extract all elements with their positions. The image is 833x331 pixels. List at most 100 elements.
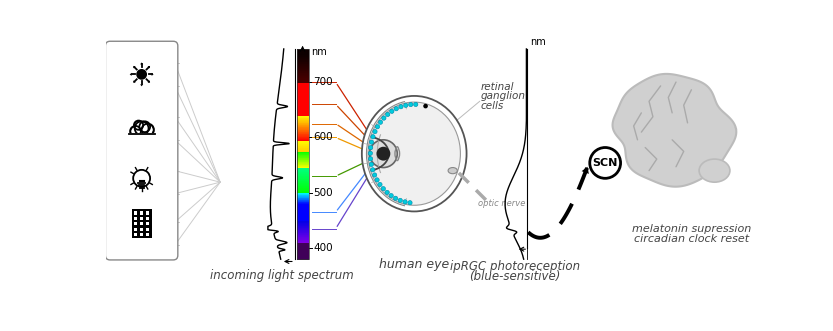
- Bar: [297, 173, 309, 174]
- Bar: [297, 242, 309, 243]
- Bar: [297, 116, 309, 117]
- Bar: [297, 80, 309, 81]
- Bar: [297, 194, 309, 195]
- Bar: [297, 120, 309, 121]
- Bar: [297, 144, 309, 145]
- Bar: [297, 184, 309, 185]
- FancyBboxPatch shape: [106, 41, 177, 260]
- Bar: [297, 151, 309, 152]
- Bar: [297, 99, 309, 100]
- Circle shape: [371, 168, 375, 172]
- Polygon shape: [128, 133, 155, 140]
- Bar: [297, 200, 309, 201]
- Polygon shape: [152, 73, 153, 76]
- Bar: [297, 249, 309, 250]
- Bar: [297, 97, 309, 98]
- Bar: [297, 55, 309, 56]
- Text: cells: cells: [481, 101, 504, 111]
- Polygon shape: [140, 84, 143, 86]
- Text: incoming light spectrum: incoming light spectrum: [210, 269, 354, 282]
- Bar: [297, 96, 309, 97]
- Bar: [297, 176, 309, 177]
- Bar: [297, 185, 309, 186]
- Bar: [297, 89, 309, 90]
- Bar: [297, 180, 309, 181]
- Bar: [297, 236, 309, 237]
- Bar: [297, 97, 309, 98]
- Bar: [297, 132, 309, 133]
- Bar: [297, 257, 309, 258]
- Bar: [297, 169, 309, 170]
- Bar: [140, 217, 143, 220]
- Polygon shape: [581, 167, 589, 174]
- Bar: [297, 221, 309, 222]
- Bar: [297, 120, 309, 121]
- Bar: [297, 86, 309, 87]
- Bar: [297, 67, 309, 68]
- Bar: [297, 195, 309, 196]
- Circle shape: [423, 104, 428, 108]
- Bar: [297, 66, 309, 67]
- Bar: [297, 98, 309, 99]
- Bar: [297, 83, 309, 84]
- Bar: [297, 134, 309, 135]
- Bar: [297, 246, 309, 247]
- Text: ipRGC photoreception: ipRGC photoreception: [450, 260, 580, 273]
- Bar: [297, 221, 309, 222]
- Bar: [297, 156, 309, 157]
- Bar: [297, 213, 309, 214]
- Bar: [297, 189, 309, 190]
- Bar: [297, 219, 309, 220]
- Bar: [297, 250, 309, 251]
- Circle shape: [376, 124, 380, 129]
- Bar: [297, 167, 309, 168]
- Bar: [297, 72, 309, 73]
- Bar: [297, 95, 309, 96]
- Bar: [297, 227, 309, 228]
- Bar: [297, 210, 309, 211]
- Bar: [297, 166, 309, 167]
- Bar: [297, 243, 309, 244]
- Bar: [297, 234, 309, 235]
- Bar: [297, 90, 309, 91]
- Bar: [297, 139, 309, 140]
- Circle shape: [382, 116, 386, 120]
- Circle shape: [394, 107, 398, 111]
- Bar: [140, 228, 143, 231]
- Bar: [297, 164, 309, 165]
- Bar: [297, 65, 309, 66]
- Bar: [297, 82, 309, 83]
- Bar: [297, 228, 309, 229]
- Bar: [297, 146, 309, 147]
- Bar: [297, 255, 309, 256]
- Bar: [297, 148, 309, 149]
- Text: 500: 500: [313, 188, 333, 198]
- Bar: [297, 94, 309, 95]
- Bar: [297, 244, 309, 245]
- Bar: [297, 213, 309, 215]
- Bar: [297, 115, 309, 116]
- Bar: [297, 217, 309, 218]
- Bar: [297, 158, 309, 159]
- Bar: [297, 136, 309, 137]
- Bar: [297, 129, 309, 130]
- Bar: [297, 238, 309, 239]
- Bar: [297, 95, 309, 96]
- Polygon shape: [140, 63, 143, 64]
- Bar: [297, 193, 309, 194]
- Bar: [297, 142, 309, 143]
- Circle shape: [408, 201, 412, 205]
- Bar: [297, 158, 309, 159]
- Bar: [297, 157, 309, 158]
- Bar: [297, 114, 309, 115]
- Bar: [297, 107, 309, 108]
- Bar: [297, 191, 309, 192]
- Bar: [297, 128, 309, 129]
- Bar: [297, 74, 309, 75]
- Bar: [297, 110, 309, 111]
- Text: optic nerve: optic nerve: [478, 199, 526, 208]
- Bar: [297, 129, 309, 131]
- Bar: [297, 214, 309, 215]
- Bar: [297, 73, 309, 74]
- Bar: [297, 215, 309, 216]
